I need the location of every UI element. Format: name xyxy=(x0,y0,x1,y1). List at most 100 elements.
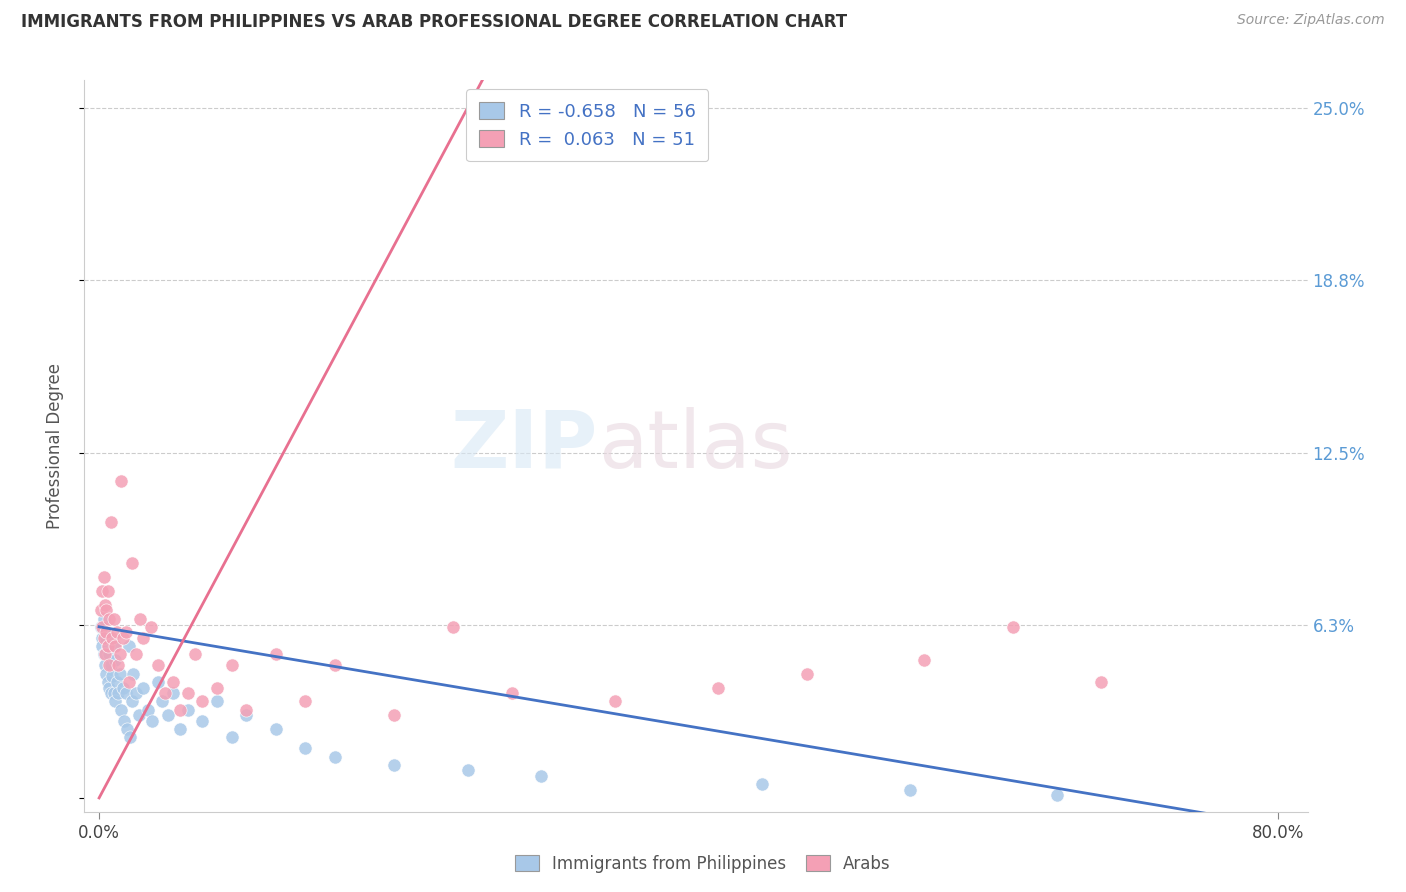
Point xyxy=(103,611,125,625)
Point xyxy=(382,708,405,723)
Point xyxy=(118,730,141,744)
Point xyxy=(98,611,121,625)
Point xyxy=(157,708,180,723)
Point xyxy=(104,653,127,667)
Point xyxy=(96,666,118,681)
Point xyxy=(108,648,131,662)
Point xyxy=(169,722,191,736)
Point xyxy=(93,570,115,584)
Point xyxy=(323,749,346,764)
Text: IMMIGRANTS FROM PHILIPPINES VS ARAB PROFESSIONAL DEGREE CORRELATION CHART: IMMIGRANTS FROM PHILIPPINES VS ARAB PROF… xyxy=(21,13,848,31)
Point xyxy=(132,681,155,695)
Point xyxy=(796,666,818,681)
Point xyxy=(111,681,134,695)
Point xyxy=(139,620,162,634)
Point xyxy=(97,639,120,653)
Point xyxy=(132,631,155,645)
Point xyxy=(136,703,159,717)
Legend: R = -0.658   N = 56, R =  0.063   N = 51: R = -0.658 N = 56, R = 0.063 N = 51 xyxy=(467,89,709,161)
Point xyxy=(912,653,935,667)
Point xyxy=(94,598,117,612)
Point xyxy=(97,675,120,690)
Point xyxy=(176,686,198,700)
Point xyxy=(97,639,120,653)
Text: ZIP: ZIP xyxy=(451,407,598,485)
Point xyxy=(103,686,125,700)
Point xyxy=(112,714,135,728)
Point xyxy=(93,611,115,625)
Point xyxy=(141,714,163,728)
Point xyxy=(100,658,122,673)
Point xyxy=(117,675,139,690)
Text: atlas: atlas xyxy=(598,407,793,485)
Point xyxy=(98,648,121,662)
Point xyxy=(91,620,114,634)
Point xyxy=(530,769,553,783)
Point xyxy=(191,714,214,728)
Point xyxy=(235,703,257,717)
Point xyxy=(91,639,114,653)
Point xyxy=(100,515,122,529)
Point xyxy=(101,631,124,645)
Point xyxy=(114,686,136,700)
Point xyxy=(90,620,112,634)
Point xyxy=(129,611,152,625)
Point xyxy=(441,620,464,634)
Point xyxy=(264,648,287,662)
Point xyxy=(707,681,730,695)
Point xyxy=(221,730,243,744)
Point xyxy=(128,708,150,723)
Point xyxy=(121,557,143,571)
Point xyxy=(176,703,198,717)
Point xyxy=(1046,788,1069,802)
Point xyxy=(94,648,117,662)
Point xyxy=(105,625,128,640)
Point xyxy=(121,694,143,708)
Text: Source: ZipAtlas.com: Source: ZipAtlas.com xyxy=(1237,13,1385,28)
Point xyxy=(323,658,346,673)
Point xyxy=(94,625,117,640)
Point xyxy=(1090,675,1112,690)
Point xyxy=(1001,620,1024,634)
Point xyxy=(93,631,115,645)
Point xyxy=(110,703,132,717)
Point xyxy=(603,694,626,708)
Point xyxy=(90,603,112,617)
Point xyxy=(221,658,243,673)
Point xyxy=(382,757,405,772)
Point xyxy=(111,631,134,645)
Point xyxy=(205,681,228,695)
Point xyxy=(97,583,120,598)
Point xyxy=(104,639,127,653)
Point xyxy=(96,603,118,617)
Point xyxy=(125,648,148,662)
Point xyxy=(146,658,169,673)
Point xyxy=(107,686,129,700)
Point xyxy=(105,675,128,690)
Point xyxy=(898,782,921,797)
Point xyxy=(114,625,136,640)
Point xyxy=(115,722,138,736)
Point xyxy=(104,694,127,708)
Point xyxy=(294,694,316,708)
Point xyxy=(205,694,228,708)
Point xyxy=(117,639,139,653)
Point xyxy=(162,675,184,690)
Point xyxy=(146,675,169,690)
Point xyxy=(125,686,148,700)
Point xyxy=(501,686,523,700)
Point xyxy=(93,648,115,662)
Point xyxy=(152,694,174,708)
Point xyxy=(98,658,121,673)
Point xyxy=(191,694,214,708)
Point xyxy=(184,648,207,662)
Point xyxy=(107,658,129,673)
Legend: Immigrants from Philippines, Arabs: Immigrants from Philippines, Arabs xyxy=(509,848,897,880)
Point xyxy=(91,583,114,598)
Point xyxy=(96,631,118,645)
Point xyxy=(155,686,177,700)
Point xyxy=(94,658,117,673)
Point xyxy=(264,722,287,736)
Point xyxy=(98,681,121,695)
Point xyxy=(103,639,125,653)
